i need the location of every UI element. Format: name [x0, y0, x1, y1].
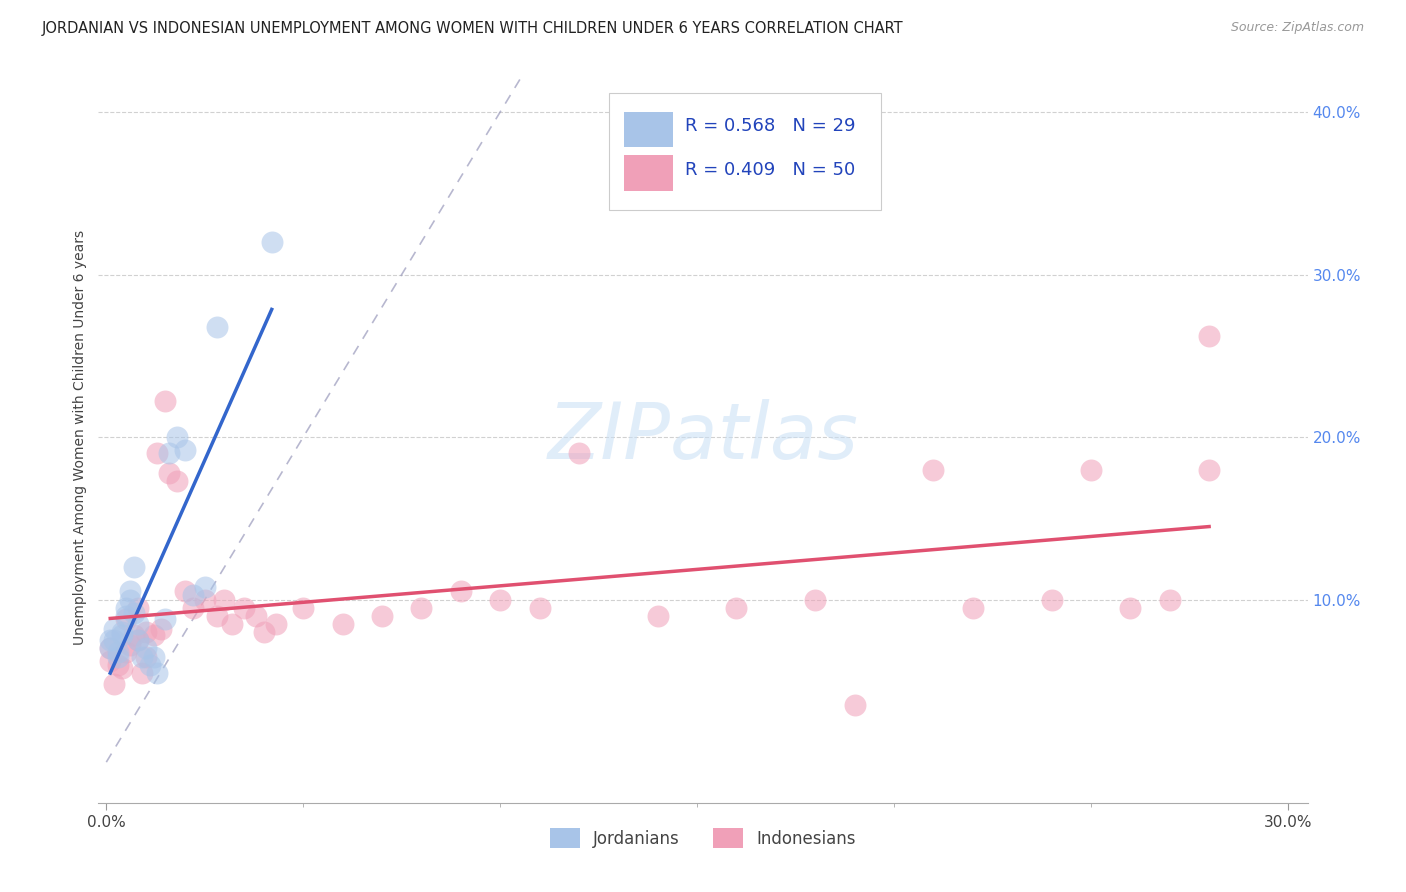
Point: [103, 677, 125, 691]
Point: [166, 474, 188, 488]
Point: [98, 641, 121, 656]
Point: [181, 600, 204, 615]
Point: [107, 649, 129, 664]
Point: [1040, 592, 1063, 607]
Point: [725, 600, 748, 615]
Point: [118, 584, 141, 599]
Point: [205, 608, 228, 623]
Point: [131, 649, 153, 664]
Point: [98, 641, 121, 656]
Point: [127, 600, 149, 615]
Point: [205, 319, 228, 334]
Point: [962, 600, 984, 615]
Point: [146, 446, 169, 460]
Point: [138, 657, 160, 672]
Point: [103, 633, 125, 648]
Point: [107, 657, 129, 672]
Point: [194, 580, 217, 594]
Point: [922, 462, 945, 476]
Point: [115, 608, 138, 623]
Text: Source: ZipAtlas.com: Source: ZipAtlas.com: [1230, 21, 1364, 35]
Point: [111, 661, 134, 675]
Point: [118, 638, 141, 652]
Point: [411, 600, 433, 615]
Point: [568, 446, 591, 460]
Point: [98, 654, 121, 668]
Point: [489, 592, 512, 607]
Point: [245, 608, 267, 623]
FancyBboxPatch shape: [624, 112, 672, 146]
Point: [127, 633, 149, 648]
Point: [146, 665, 169, 680]
Point: [233, 600, 256, 615]
Point: [131, 665, 153, 680]
Point: [122, 560, 145, 574]
Point: [174, 584, 197, 599]
Point: [103, 622, 125, 636]
Point: [115, 600, 138, 615]
Point: [150, 622, 173, 636]
Point: [111, 628, 134, 642]
Point: [194, 592, 217, 607]
Point: [253, 625, 276, 640]
Point: [292, 600, 315, 615]
Point: [1198, 329, 1220, 343]
Point: [450, 584, 472, 599]
Point: [142, 628, 165, 642]
Point: [264, 617, 287, 632]
Point: [142, 649, 165, 664]
Point: [157, 466, 180, 480]
Legend: Jordanians, Indonesians: Jordanians, Indonesians: [541, 820, 865, 856]
Point: [127, 633, 149, 648]
Point: [135, 641, 157, 656]
Text: JORDANIAN VS INDONESIAN UNEMPLOYMENT AMONG WOMEN WITH CHILDREN UNDER 6 YEARS COR: JORDANIAN VS INDONESIAN UNEMPLOYMENT AMO…: [42, 21, 904, 37]
Point: [174, 443, 197, 458]
Point: [107, 645, 129, 659]
Point: [111, 625, 134, 640]
Point: [804, 592, 827, 607]
Point: [115, 645, 138, 659]
Point: [155, 394, 177, 409]
Point: [155, 612, 177, 626]
Point: [157, 446, 180, 460]
Point: [135, 649, 157, 664]
Point: [647, 608, 669, 623]
Text: R = 0.409   N = 50: R = 0.409 N = 50: [685, 161, 855, 179]
Point: [135, 625, 157, 640]
Y-axis label: Unemployment Among Women with Children Under 6 years: Unemployment Among Women with Children U…: [73, 229, 87, 645]
Point: [214, 592, 236, 607]
Point: [260, 235, 283, 249]
Point: [1080, 462, 1102, 476]
Point: [1198, 462, 1220, 476]
FancyBboxPatch shape: [609, 94, 880, 211]
FancyBboxPatch shape: [624, 155, 672, 191]
Point: [98, 633, 121, 648]
Point: [1159, 592, 1181, 607]
Point: [181, 588, 204, 602]
Point: [127, 617, 149, 632]
Point: [844, 698, 866, 713]
Point: [221, 617, 243, 632]
Point: [1119, 600, 1142, 615]
Point: [122, 606, 145, 620]
Point: [371, 608, 394, 623]
Point: [122, 628, 145, 642]
Point: [115, 612, 138, 626]
Point: [118, 592, 141, 607]
Point: [529, 600, 551, 615]
Point: [166, 430, 188, 444]
Text: ZIPatlas: ZIPatlas: [547, 399, 859, 475]
Point: [332, 617, 354, 632]
Text: R = 0.568   N = 29: R = 0.568 N = 29: [685, 117, 855, 136]
